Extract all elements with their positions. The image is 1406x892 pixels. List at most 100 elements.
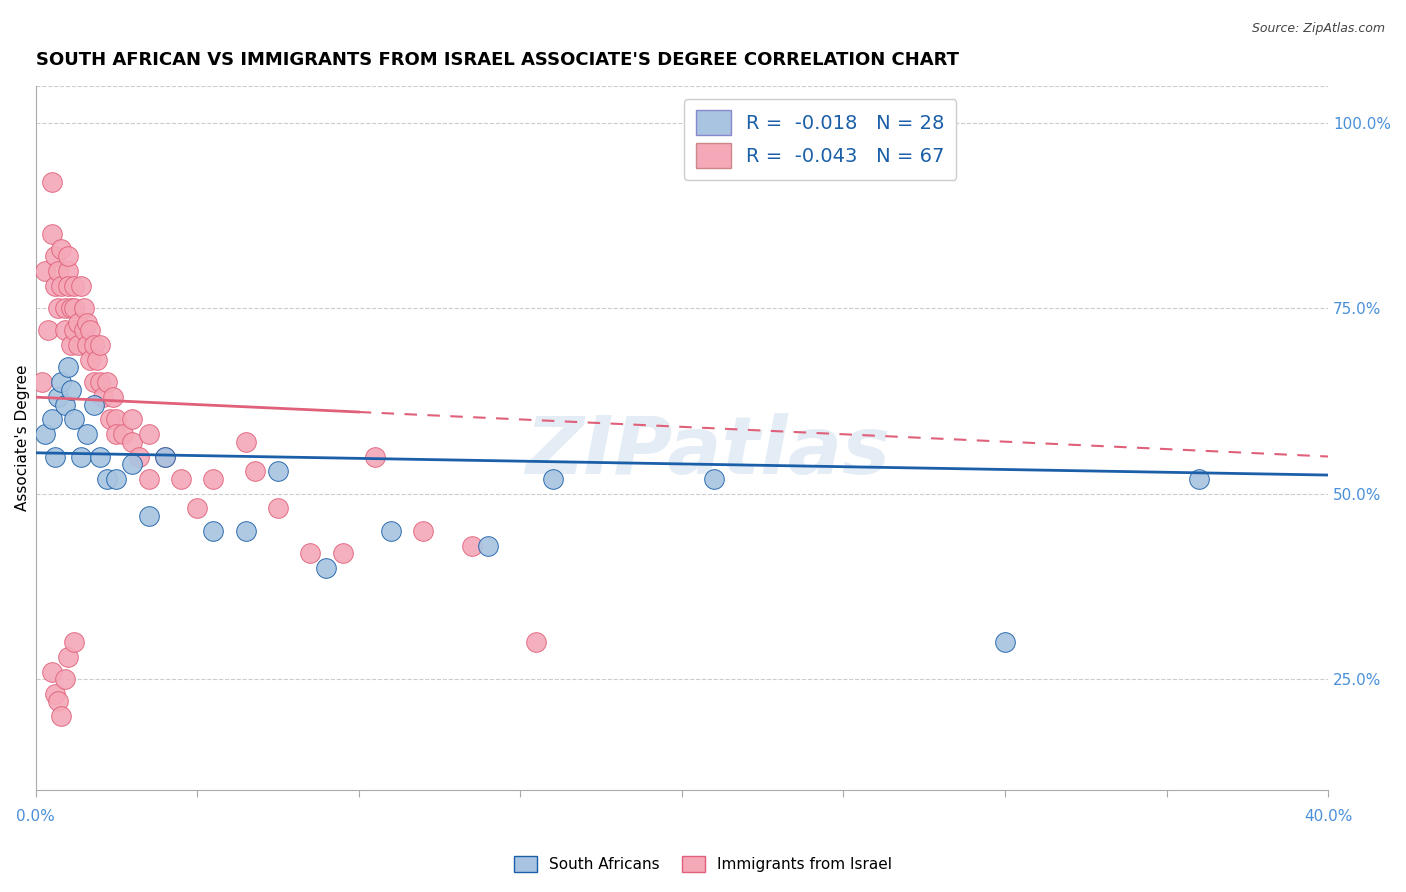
Point bbox=[44, 278, 66, 293]
Point bbox=[63, 301, 86, 315]
Point bbox=[76, 338, 98, 352]
Point bbox=[89, 338, 111, 352]
Point bbox=[89, 376, 111, 390]
Point bbox=[60, 338, 83, 352]
Point bbox=[170, 472, 193, 486]
Point bbox=[83, 398, 105, 412]
Y-axis label: Associate's Degree: Associate's Degree bbox=[15, 365, 30, 511]
Point bbox=[60, 301, 83, 315]
Point bbox=[53, 672, 76, 686]
Point bbox=[51, 278, 73, 293]
Point bbox=[73, 323, 96, 337]
Text: SOUTH AFRICAN VS IMMIGRANTS FROM ISRAEL ASSOCIATE'S DEGREE CORRELATION CHART: SOUTH AFRICAN VS IMMIGRANTS FROM ISRAEL … bbox=[35, 51, 959, 69]
Text: ZIPatlas: ZIPatlas bbox=[526, 413, 890, 491]
Point bbox=[41, 412, 63, 426]
Text: 40.0%: 40.0% bbox=[1303, 809, 1353, 824]
Point bbox=[101, 390, 124, 404]
Point bbox=[60, 383, 83, 397]
Point bbox=[202, 472, 225, 486]
Point bbox=[46, 390, 69, 404]
Point bbox=[202, 524, 225, 538]
Point bbox=[51, 709, 73, 723]
Point bbox=[63, 278, 86, 293]
Point bbox=[51, 242, 73, 256]
Point bbox=[526, 635, 548, 649]
Point bbox=[44, 249, 66, 263]
Point bbox=[31, 376, 53, 390]
Point bbox=[41, 175, 63, 189]
Point bbox=[53, 398, 76, 412]
Point bbox=[46, 694, 69, 708]
Point bbox=[46, 264, 69, 278]
Point bbox=[56, 264, 79, 278]
Point bbox=[138, 472, 160, 486]
Point bbox=[56, 360, 79, 375]
Point bbox=[128, 450, 150, 464]
Point bbox=[66, 338, 89, 352]
Point bbox=[83, 376, 105, 390]
Point bbox=[66, 316, 89, 330]
Point bbox=[56, 249, 79, 263]
Point bbox=[245, 464, 267, 478]
Point bbox=[79, 323, 101, 337]
Point bbox=[412, 524, 434, 538]
Text: Source: ZipAtlas.com: Source: ZipAtlas.com bbox=[1251, 22, 1385, 36]
Point bbox=[63, 635, 86, 649]
Legend: South Africans, Immigrants from Israel: South Africans, Immigrants from Israel bbox=[506, 848, 900, 880]
Point bbox=[86, 353, 108, 368]
Point bbox=[34, 264, 56, 278]
Point bbox=[541, 472, 564, 486]
Point bbox=[105, 427, 128, 442]
Point bbox=[105, 472, 128, 486]
Point bbox=[53, 323, 76, 337]
Point bbox=[98, 412, 121, 426]
Point bbox=[63, 323, 86, 337]
Point bbox=[76, 316, 98, 330]
Point bbox=[364, 450, 387, 464]
Point bbox=[332, 546, 354, 560]
Point bbox=[41, 665, 63, 679]
Legend: R =  -0.018   N = 28, R =  -0.043   N = 67: R = -0.018 N = 28, R = -0.043 N = 67 bbox=[685, 99, 956, 180]
Point bbox=[44, 687, 66, 701]
Point bbox=[153, 450, 176, 464]
Point bbox=[380, 524, 402, 538]
Point bbox=[315, 561, 337, 575]
Point bbox=[76, 427, 98, 442]
Point bbox=[73, 301, 96, 315]
Point bbox=[79, 353, 101, 368]
Point bbox=[703, 472, 725, 486]
Point bbox=[153, 450, 176, 464]
Point bbox=[186, 501, 208, 516]
Point bbox=[461, 539, 484, 553]
Point bbox=[41, 227, 63, 241]
Point bbox=[83, 338, 105, 352]
Point bbox=[121, 457, 143, 471]
Point bbox=[53, 301, 76, 315]
Point bbox=[477, 539, 499, 553]
Point bbox=[89, 450, 111, 464]
Point bbox=[96, 472, 118, 486]
Point bbox=[235, 434, 257, 449]
Point bbox=[56, 649, 79, 664]
Point bbox=[994, 635, 1017, 649]
Point bbox=[96, 376, 118, 390]
Point bbox=[111, 427, 134, 442]
Point bbox=[1188, 472, 1211, 486]
Point bbox=[267, 501, 290, 516]
Point bbox=[121, 434, 143, 449]
Text: 0.0%: 0.0% bbox=[17, 809, 55, 824]
Point bbox=[299, 546, 322, 560]
Point bbox=[93, 390, 115, 404]
Point bbox=[37, 323, 59, 337]
Point bbox=[105, 412, 128, 426]
Point bbox=[235, 524, 257, 538]
Point bbox=[46, 301, 69, 315]
Point bbox=[56, 278, 79, 293]
Point bbox=[51, 376, 73, 390]
Point bbox=[44, 450, 66, 464]
Point bbox=[138, 427, 160, 442]
Point bbox=[267, 464, 290, 478]
Point bbox=[63, 412, 86, 426]
Point bbox=[34, 427, 56, 442]
Point bbox=[69, 278, 91, 293]
